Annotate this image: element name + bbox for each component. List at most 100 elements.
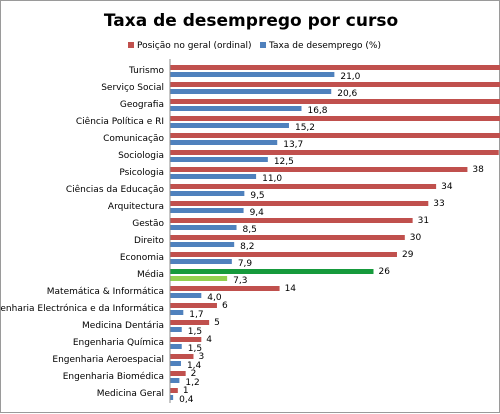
bars: [170, 65, 500, 400]
bar-posicao-18: [170, 371, 186, 376]
bar-posicao-9: [170, 218, 413, 223]
bar-posicao-16: [170, 337, 202, 342]
category-label-6: Psicologia: [119, 168, 164, 178]
category-label-19: Medicina Geral: [97, 389, 164, 399]
category-label-13: Matemática & Informática: [47, 287, 164, 297]
value-label-posicao-13: 14: [285, 284, 297, 294]
category-label-9: Gestão: [132, 219, 164, 229]
value-label-taxa-9: 8,5: [243, 225, 257, 235]
bar-posicao-13: [170, 286, 280, 291]
bar-taxa-13: [170, 293, 202, 298]
bar-taxa-18: [170, 378, 180, 383]
bar-posicao-15: [170, 320, 210, 325]
value-label-posicao-19: 1: [183, 386, 189, 396]
category-label-7: Ciências da Educação: [66, 184, 165, 195]
value-label-taxa-5: 12,5: [274, 157, 294, 167]
value-label-taxa-8: 9,4: [250, 208, 265, 218]
value-label-taxa-12: 7,3: [233, 276, 247, 286]
value-label-taxa-6: 11,0: [262, 174, 282, 184]
bar-taxa-2: [170, 106, 302, 111]
value-label-taxa-13: 4,0: [207, 293, 222, 303]
bar-posicao-7: [170, 184, 437, 189]
value-label-taxa-14: 1,7: [189, 310, 203, 320]
bar-posicao-5: [170, 150, 499, 155]
value-label-posicao-17: 3: [198, 352, 204, 362]
category-label-3: Ciência Política e RI: [76, 116, 164, 127]
value-label-posicao-12: 26: [379, 267, 391, 277]
bar-taxa-8: [170, 208, 244, 213]
value-label-posicao-14: 6: [222, 301, 228, 311]
bar-posicao-11: [170, 252, 397, 257]
value-label-taxa-1: 20,6: [337, 89, 357, 99]
category-label-4: Comunicação: [103, 134, 164, 144]
value-label-taxa-19: 0,4: [179, 395, 194, 405]
bar-posicao-1: [170, 82, 500, 87]
legend-swatch-posicao: [128, 42, 134, 48]
category-label-17: Engenharia Aeroespacial: [52, 355, 164, 365]
value-label-posicao-8: 33: [433, 199, 444, 209]
value-label-posicao-18: 2: [191, 369, 197, 379]
bar-posicao-19: [170, 388, 178, 393]
bar-taxa-17: [170, 361, 181, 366]
bar-taxa-1: [170, 89, 332, 94]
value-label-posicao-16: 4: [206, 335, 212, 345]
bar-taxa-0: [170, 72, 335, 77]
chart-title: Taxa de desemprego por curso: [104, 11, 398, 31]
value-label-posicao-6: 38: [472, 165, 484, 175]
bar-posicao-0: [170, 65, 500, 70]
bar-posicao-17: [170, 354, 194, 359]
category-label-11: Economia: [120, 253, 164, 263]
value-label-posicao-10: 30: [410, 233, 422, 243]
legend-label-taxa: Taxa de desemprego (%): [268, 41, 381, 51]
bar-taxa-12: [170, 276, 228, 281]
legend: Posição no geral (ordinal) Taxa de desem…: [128, 41, 381, 51]
category-label-10: Direito: [134, 236, 164, 246]
category-label-12: Média: [137, 269, 164, 280]
category-label-2: Geografia: [120, 100, 164, 110]
value-labels: 4921,04820,64716,84615,24313,74212,53811…: [179, 72, 484, 405]
bar-taxa-4: [170, 140, 278, 145]
value-label-taxa-18: 1,2: [185, 378, 199, 388]
value-label-posicao-11: 29: [402, 250, 414, 260]
bar-taxa-15: [170, 327, 182, 332]
bar-taxa-10: [170, 242, 235, 247]
bar-posicao-12: [170, 269, 374, 274]
legend-label-posicao: Posição no geral (ordinal): [137, 41, 252, 51]
bar-taxa-9: [170, 225, 237, 230]
value-label-taxa-16: 1,5: [188, 344, 202, 354]
category-label-0: Turismo: [128, 66, 164, 76]
value-label-taxa-0: 21,0: [340, 72, 360, 82]
category-label-18: Engenharia Biomédica: [63, 371, 164, 382]
bar-taxa-11: [170, 259, 232, 264]
bar-taxa-6: [170, 174, 257, 179]
bar-posicao-6: [170, 167, 468, 172]
bar-taxa-16: [170, 344, 182, 349]
category-label-14: Engenharia Electrónica e da Informática: [1, 303, 164, 314]
legend-swatch-taxa: [260, 42, 266, 48]
category-label-16: Engenharia Química: [73, 338, 164, 348]
value-label-taxa-3: 15,2: [295, 123, 315, 133]
category-label-5: Sociologia: [118, 151, 164, 161]
value-label-taxa-7: 9,5: [250, 191, 264, 201]
value-label-posicao-15: 5: [214, 318, 220, 328]
bar-taxa-19: [170, 395, 174, 400]
category-label-8: Arquitectura: [108, 202, 164, 212]
bar-posicao-2: [170, 99, 500, 104]
value-label-posicao-7: 34: [441, 182, 453, 192]
bar-posicao-8: [170, 201, 429, 206]
category-label-15: Medicina Dentária: [82, 321, 164, 331]
bar-taxa-5: [170, 157, 268, 162]
bar-taxa-14: [170, 310, 184, 315]
value-label-taxa-10: 8,2: [240, 242, 254, 252]
value-label-posicao-9: 31: [418, 216, 429, 226]
value-label-taxa-4: 13,7: [283, 140, 303, 150]
value-label-taxa-2: 16,8: [307, 106, 327, 116]
bar-posicao-4: [170, 133, 500, 138]
value-label-taxa-17: 1,4: [187, 361, 202, 371]
value-label-taxa-15: 1,5: [188, 327, 202, 337]
category-label-1: Serviço Social: [101, 83, 164, 93]
bar-posicao-14: [170, 303, 217, 308]
bar-taxa-3: [170, 123, 289, 128]
